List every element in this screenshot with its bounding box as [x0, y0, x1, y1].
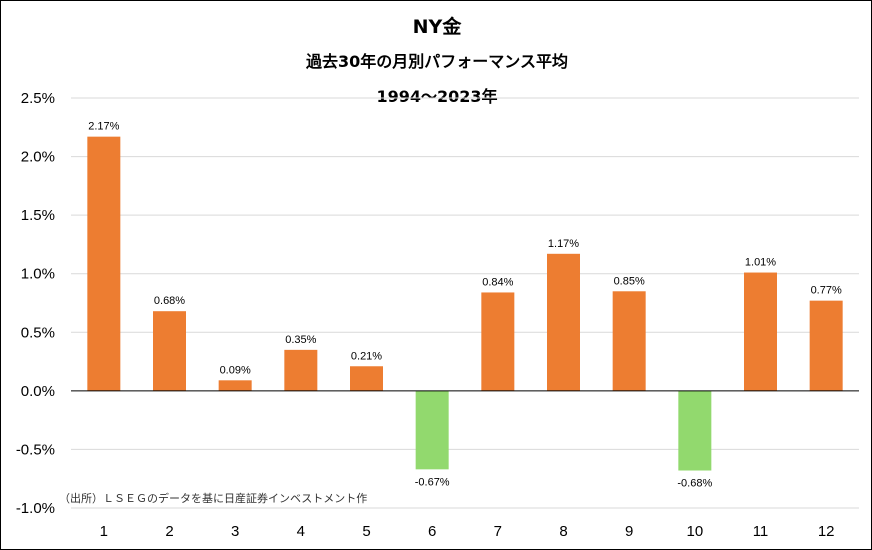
x-tick-label: 8 — [559, 523, 567, 540]
y-tick-label: 2.5% — [21, 90, 55, 107]
gridlines — [71, 97, 859, 509]
x-tick-label: 9 — [625, 523, 633, 540]
x-tick-label: 4 — [297, 523, 305, 540]
data-label: 0.85% — [614, 275, 645, 287]
bar — [612, 291, 646, 391]
x-tick-label: 10 — [686, 523, 703, 540]
x-tick-label: 7 — [494, 523, 502, 540]
y-tick-label: 0.0% — [21, 383, 55, 400]
x-tick-label: 5 — [362, 523, 370, 540]
bar — [547, 253, 580, 391]
y-tick-label: -0.5% — [16, 441, 55, 458]
data-label: 0.84% — [482, 276, 513, 288]
bar — [481, 292, 515, 391]
bar — [87, 136, 121, 391]
bar — [744, 272, 777, 391]
x-tick-label: 6 — [428, 523, 436, 540]
data-label: 2.17% — [88, 121, 119, 133]
data-label: 0.21% — [351, 350, 382, 362]
data-label: -0.67% — [415, 476, 450, 488]
data-label: 1.17% — [548, 238, 579, 250]
data-label: -0.68% — [677, 478, 712, 490]
chart-subtitle: 過去30年の月別パフォーマンス平均 — [305, 52, 568, 71]
chart-title: NY金 — [413, 15, 463, 38]
y-tick-label: 1.5% — [21, 207, 55, 224]
data-labels: 2.17% 0.68% 0.09% 0.35% 0.21% -0.67% 0.84% 1.17… — [88, 121, 842, 490]
bar — [415, 390, 449, 470]
bar — [153, 311, 186, 391]
bar — [678, 390, 712, 471]
data-label: 0.77% — [811, 285, 842, 297]
bar — [809, 300, 843, 391]
bar — [284, 349, 318, 391]
bar — [218, 380, 252, 391]
data-label: 0.68% — [154, 295, 185, 307]
y-tick-label: 2.0% — [21, 149, 55, 166]
bar — [350, 366, 383, 391]
x-tick-label: 12 — [818, 523, 835, 540]
x-tick-label: 1 — [100, 523, 108, 540]
y-tick-label: -1.0% — [16, 500, 55, 517]
x-axis-ticks: 1 2 3 4 5 6 7 8 9 10 11 12 — [100, 523, 835, 540]
x-tick-label: 3 — [231, 523, 239, 540]
data-label: 0.35% — [285, 334, 316, 346]
y-tick-label: 1.0% — [21, 266, 55, 283]
x-tick-label: 11 — [753, 523, 769, 540]
data-label: 0.09% — [220, 364, 251, 376]
bars — [87, 136, 843, 471]
source-note: （出所）ＬＳＥＧのデータを基に日産証券インベストメント作 — [59, 491, 367, 505]
x-tick-label: 2 — [165, 523, 173, 540]
y-axis-ticks: 2.5% 2.0% 1.5% 1.0% 0.5% 0.0% -0.5% -1.0% — [16, 90, 55, 517]
y-tick-label: 0.5% — [21, 324, 55, 341]
data-label: 1.01% — [745, 257, 776, 269]
chart-period: 1994～2023年 — [376, 87, 497, 106]
